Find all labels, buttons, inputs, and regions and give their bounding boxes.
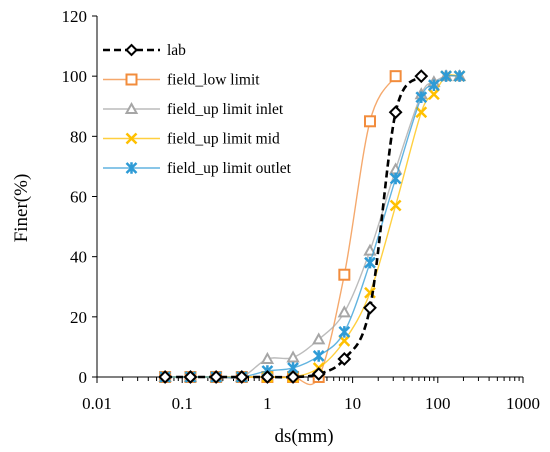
x-tick-label: 1: [263, 394, 272, 413]
series-lab: [158, 69, 429, 384]
y-axis-title: Finer(%): [11, 174, 32, 243]
x-tick-label: 100: [425, 394, 451, 413]
x-axis-title: ds(mm): [274, 426, 333, 447]
legend-marker-field-low-limit: [125, 73, 138, 86]
data-point-lab: [158, 370, 173, 384]
legend-item-field-up-limit-outlet: field_up limit outlet: [103, 160, 292, 177]
legend-label-field-up-limit-inlet: field_up limit inlet: [167, 101, 284, 118]
legend-label-field-up-limit-outlet: field_up limit outlet: [167, 160, 292, 177]
data-point-field-up-limit-inlet: [260, 351, 275, 364]
series-field-low-limit: [159, 70, 402, 386]
series-line-field-up-limit-outlet: [165, 74, 460, 379]
data-point-field-low-limit: [338, 268, 351, 281]
data-point-field-low-limit: [363, 115, 376, 128]
data-point-field-up-limit-outlet: [312, 350, 325, 362]
data-point-field-up-limit-outlet: [428, 79, 440, 92]
legend-marker-field-up-limit-outlet: [125, 162, 138, 174]
data-point-lab: [337, 352, 352, 366]
legend-marker-field-up-limit-inlet: [124, 101, 139, 114]
data-point-lab: [286, 370, 300, 384]
x-tick-label: 1000: [506, 394, 540, 413]
series-line-lab: [165, 75, 423, 379]
data-point-lab: [388, 105, 403, 120]
series-line-field-up-limit-mid: [165, 74, 460, 379]
x-tick-label: 0.1: [172, 394, 193, 413]
y-tick-label: 40: [70, 248, 87, 267]
data-point-field-up-limit-inlet: [363, 243, 377, 256]
data-point-lab: [363, 300, 377, 315]
legend-item-field-up-limit-mid: field_up limit mid: [103, 131, 280, 148]
data-point-field-up-limit-outlet: [453, 70, 466, 83]
legend-marker-field-up-limit-mid: [125, 132, 138, 145]
legend-item-field-low-limit: field_low limit: [103, 72, 260, 89]
axes: 0 20 40 60 80 100 120 0.01 0.1 1 10 100 1000: [62, 7, 541, 413]
data-point-field-up-limit-outlet: [415, 91, 428, 104]
data-point-field-up-limit-inlet: [337, 305, 352, 318]
y-tick-label: 100: [62, 67, 88, 86]
data-point-lab: [183, 370, 198, 384]
legend-item-lab: lab: [103, 42, 186, 59]
series-layer: [158, 69, 467, 386]
data-point-field-up-limit-mid: [415, 106, 428, 119]
data-point-field-up-limit-outlet: [389, 172, 402, 185]
series-line-field-up-limit-inlet: [165, 75, 460, 380]
y-tick-label: 20: [70, 308, 87, 327]
legend-marker-lab: [125, 43, 138, 57]
data-point-lab: [311, 367, 326, 381]
data-point-field-up-limit-mid: [428, 88, 440, 101]
legend-label-lab: lab: [167, 42, 186, 59]
data-point-lab: [234, 370, 249, 384]
data-point-field-up-limit-outlet: [338, 325, 351, 338]
data-point-field-up-limit-mid: [389, 199, 402, 212]
data-point-field-up-limit-outlet: [440, 70, 452, 83]
y-tick-label: 120: [62, 7, 88, 26]
data-point-field-up-limit-outlet: [364, 256, 376, 269]
data-point-lab: [260, 370, 275, 384]
data-point-lab: [414, 69, 429, 84]
x-tick-label: 10: [344, 394, 361, 413]
data-point-lab: [209, 370, 224, 384]
data-point-field-up-limit-inlet: [286, 350, 300, 363]
data-point-field-up-limit-inlet: [311, 332, 326, 345]
y-tick-label: 0: [79, 368, 88, 387]
legend-label-field-up-limit-mid: field_up limit mid: [167, 131, 280, 148]
legend-item-field-up-limit-inlet: field_up limit inlet: [103, 101, 284, 118]
x-tick-label: 0.01: [82, 394, 112, 413]
legend-label-field-low-limit: field_low limit: [167, 72, 260, 89]
legend: lab field_low limit field_up limit inlet fi…: [103, 42, 292, 177]
data-point-field-low-limit: [389, 70, 402, 83]
y-tick-label: 80: [70, 127, 87, 146]
y-tick-label: 60: [70, 188, 87, 207]
